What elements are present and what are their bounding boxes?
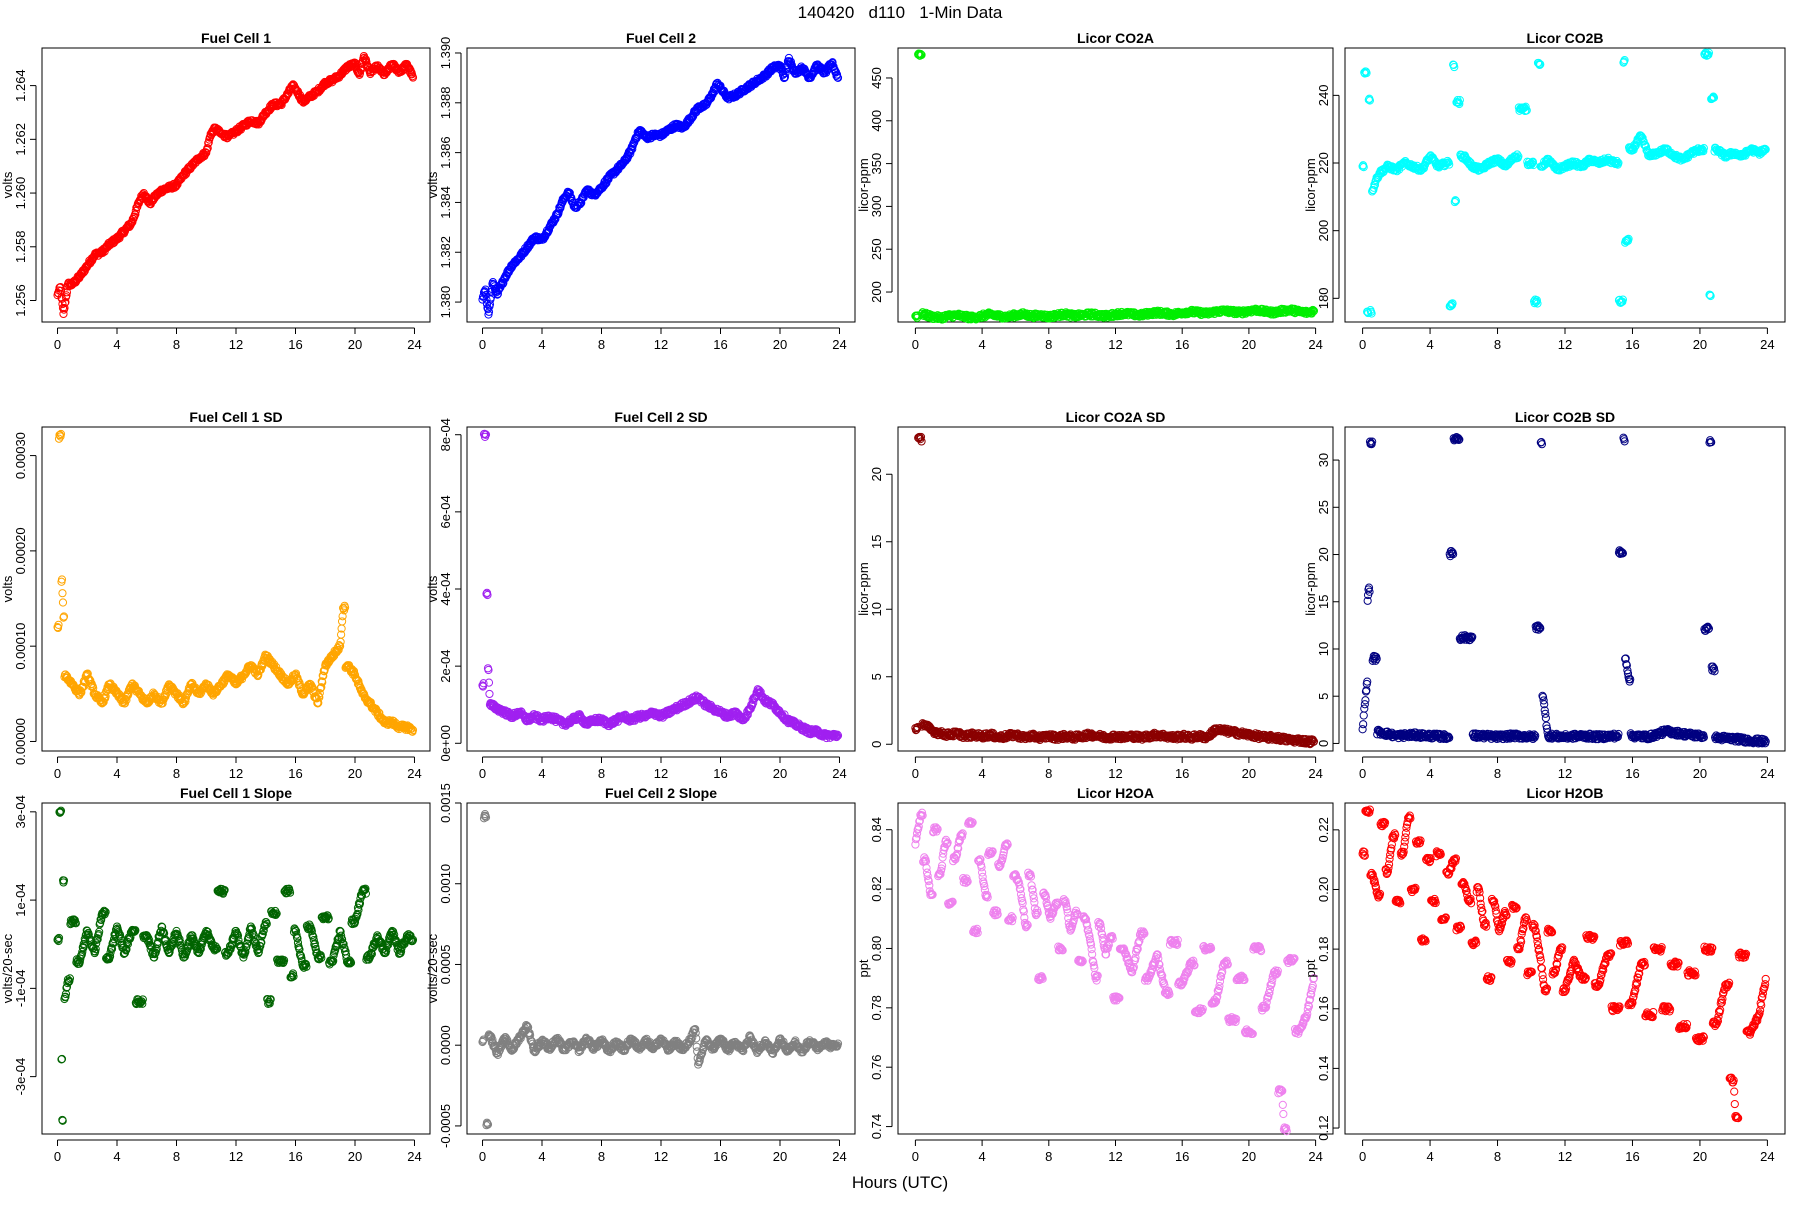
panel-title: Licor CO2B	[1526, 30, 1603, 46]
y-tick-label: 400	[869, 110, 884, 132]
y-tick-label: 1.256	[13, 284, 28, 317]
y-tick-label: 1.264	[13, 69, 28, 102]
y-tick-label: 200	[869, 281, 884, 303]
x-tick-label: 20	[348, 766, 362, 781]
y-tick-label: 1.262	[13, 123, 28, 156]
x-tick-label: 12	[229, 766, 243, 781]
y-tick-label: 0.00010	[13, 623, 28, 670]
x-tick-label: 8	[1045, 766, 1052, 781]
y-tick-label: 0.00020	[13, 527, 28, 574]
y-tick-label: 450	[869, 67, 884, 89]
x-tick-label: 12	[1558, 337, 1572, 352]
x-tick-label: 8	[1494, 337, 1501, 352]
panel-title: Fuel Cell 1 SD	[189, 409, 282, 425]
x-tick-label: 8	[173, 766, 180, 781]
y-tick-label: 1.390	[438, 37, 453, 70]
panel-title: Licor CO2A	[1077, 30, 1154, 46]
x-tick-label: 24	[1760, 337, 1774, 352]
x-tick-label: 16	[288, 337, 302, 352]
x-tick-label: 16	[713, 766, 727, 781]
panel-title: Fuel Cell 1	[201, 30, 271, 46]
y-tick-label: 0.00030	[13, 432, 28, 479]
figure-title: 140420 d110 1-Min Data	[798, 3, 1003, 22]
x-tick-label: 12	[1108, 766, 1122, 781]
x-tick-label: 0	[1359, 337, 1366, 352]
y-tick-label: 6e-04	[438, 495, 453, 528]
panel-title: Licor CO2A SD	[1066, 409, 1166, 425]
x-tick-label: 4	[978, 766, 985, 781]
x-tick-label: 0	[912, 337, 919, 352]
x-tick-label: 16	[1625, 337, 1639, 352]
x-tick-label: 20	[348, 337, 362, 352]
x-tick-label: 16	[1175, 337, 1189, 352]
x-tick-label: 20	[773, 337, 787, 352]
x-tick-label: 8	[1045, 337, 1052, 352]
x-tick-label: 4	[1426, 337, 1433, 352]
y-tick-label: 0.00000	[13, 718, 28, 765]
y-tick-label: 1.384	[438, 186, 453, 219]
x-tick-label: 12	[1108, 337, 1122, 352]
x-tick-label: 24	[832, 337, 846, 352]
y-tick-label: 20	[869, 467, 884, 481]
y-tick-label: 220	[1316, 152, 1331, 174]
x-tick-label: 8	[598, 766, 605, 781]
y-tick-label: 200	[1316, 220, 1331, 242]
y-tick-label: 350	[869, 153, 884, 175]
x-tick-label: 4	[113, 766, 120, 781]
y-tick-label: 1.388	[438, 87, 453, 120]
y-tick-label: 180	[1316, 287, 1331, 309]
y-tick-label: 8e-04	[438, 418, 453, 451]
x-tick-label: 0	[479, 766, 486, 781]
y-tick-label: 4e-04	[438, 572, 453, 605]
x-tick-label: 0	[54, 337, 61, 352]
x-tick-label: 20	[1242, 337, 1256, 352]
y-tick-label: 1.258	[13, 231, 28, 264]
x-tick-label: 8	[598, 337, 605, 352]
x-tick-label: 24	[1308, 766, 1322, 781]
y-tick-label: 1.260	[13, 177, 28, 210]
x-tick-label: 16	[1175, 766, 1189, 781]
y-tick-label: 1.382	[438, 236, 453, 269]
y-tick-label: 1.386	[438, 136, 453, 169]
y-tick-label: 10	[869, 602, 884, 616]
x-tick-label: 0	[912, 766, 919, 781]
y-tick-label: 0	[869, 741, 884, 748]
x-tick-label: 24	[407, 766, 421, 781]
y-tick-label: 250	[869, 238, 884, 260]
x-tick-label: 24	[407, 337, 421, 352]
x-tick-label: 20	[1242, 766, 1256, 781]
x-tick-label: 12	[229, 337, 243, 352]
x-tick-label: 12	[654, 766, 668, 781]
x-tick-label: 4	[538, 337, 545, 352]
x-tick-label: 0	[479, 337, 486, 352]
x-tick-label: 0	[54, 766, 61, 781]
panel-title: Fuel Cell 2 SD	[614, 409, 707, 425]
x-tick-label: 16	[288, 766, 302, 781]
x-tick-label: 20	[1693, 337, 1707, 352]
y-tick-label: 1.380	[438, 286, 453, 319]
x-tick-label: 4	[113, 337, 120, 352]
x-tick-label: 8	[173, 337, 180, 352]
panel-title: Fuel Cell 2	[626, 30, 696, 46]
x-tick-label: 16	[713, 337, 727, 352]
x-tick-label: 24	[1308, 337, 1322, 352]
x-tick-label: 4	[978, 337, 985, 352]
y-tick-label: 2e-04	[438, 650, 453, 683]
y-tick-label: 240	[1316, 85, 1331, 107]
y-tick-label: 5	[869, 673, 884, 680]
x-tick-label: 4	[538, 766, 545, 781]
y-tick-label: 0e+00	[438, 725, 453, 762]
y-tick-label: 300	[869, 196, 884, 218]
y-tick-label: 15	[869, 535, 884, 549]
x-tick-label: 12	[654, 337, 668, 352]
x-tick-label: 24	[832, 766, 846, 781]
x-tick-label: 20	[773, 766, 787, 781]
y-axis-label: volts	[0, 575, 15, 602]
